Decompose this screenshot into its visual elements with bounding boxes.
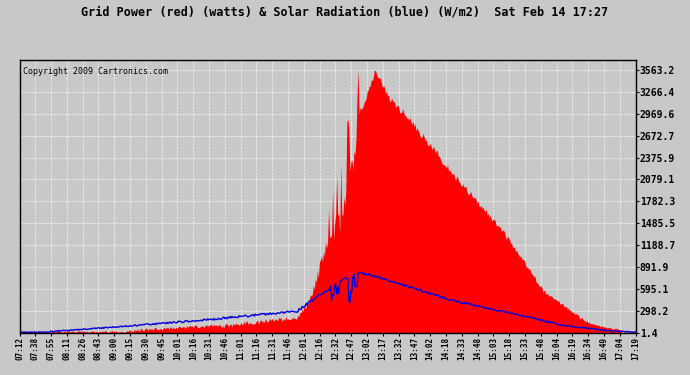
Text: Copyright 2009 Cartronics.com: Copyright 2009 Cartronics.com bbox=[23, 67, 168, 76]
Text: Grid Power (red) (watts) & Solar Radiation (blue) (W/m2)  Sat Feb 14 17:27: Grid Power (red) (watts) & Solar Radiati… bbox=[81, 6, 609, 19]
